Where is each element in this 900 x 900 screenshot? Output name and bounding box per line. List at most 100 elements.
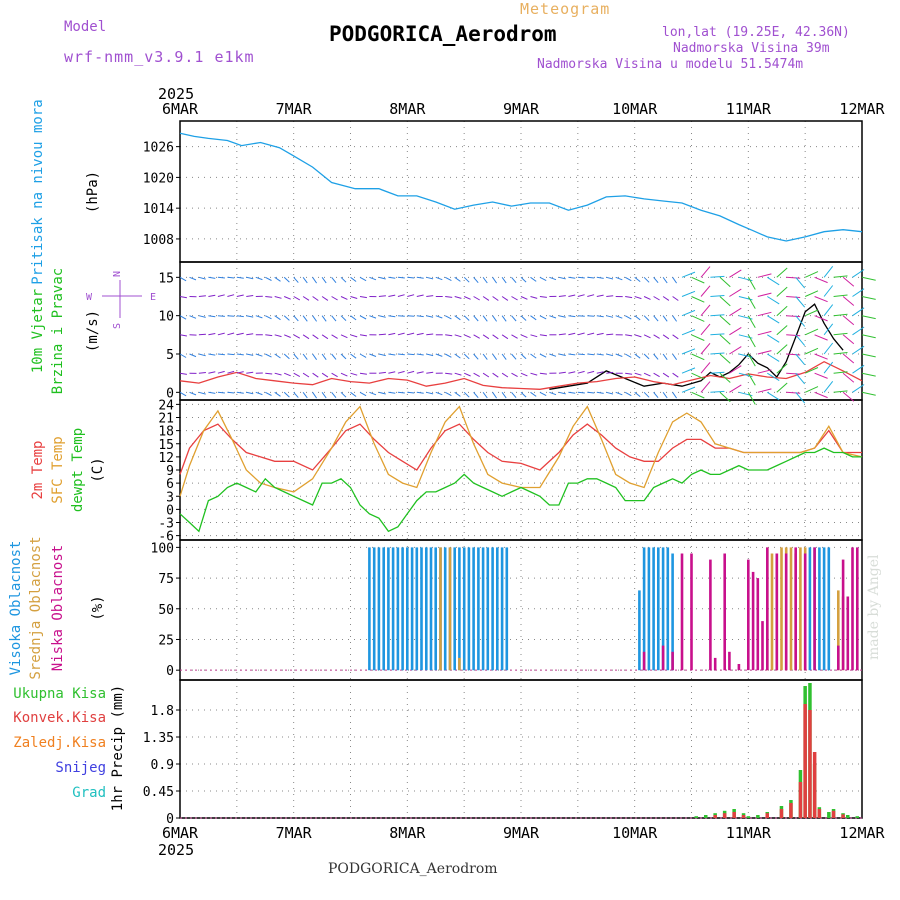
wind-arrow <box>340 353 347 360</box>
wind-arrow <box>482 334 490 340</box>
wind-arrow <box>729 365 742 374</box>
y-tick-label: 5 <box>166 348 174 363</box>
wind-arrow <box>426 353 434 357</box>
bar <box>803 704 807 818</box>
bottom-date-label: 8MAR <box>389 824 426 842</box>
wind-arrow <box>397 353 405 356</box>
wind-arrow <box>227 315 235 317</box>
compass-s: S <box>112 323 123 329</box>
wind-arrow <box>625 372 633 375</box>
wind-arrow <box>776 325 788 336</box>
wind-arrow <box>776 286 788 297</box>
wind-arrow <box>426 333 434 336</box>
wind-arrow <box>842 391 855 402</box>
wind-arrow <box>274 353 281 359</box>
wind-arrow <box>416 294 424 297</box>
wind-arrow <box>786 391 801 394</box>
wind-arrow <box>767 315 780 324</box>
wind-arrow <box>643 276 650 283</box>
wind-arrow <box>624 315 632 320</box>
wind-arrow <box>463 391 470 398</box>
wind-arrow <box>804 347 819 355</box>
bar <box>434 547 437 671</box>
bar <box>846 815 850 818</box>
wind-arrow <box>681 367 696 374</box>
wind-arrow <box>369 353 377 357</box>
wind-arrow <box>634 372 642 376</box>
wind-arrow <box>861 315 876 320</box>
wind-arrow <box>823 380 834 393</box>
model-altitude-label: Nadmorska Visina u modelu 51.5474m <box>537 57 804 72</box>
wind-arrow <box>255 353 263 357</box>
wind-arrow <box>359 391 367 397</box>
wind-arrow <box>321 334 329 340</box>
wind-arrow <box>511 276 517 284</box>
wind-arrow <box>445 334 453 337</box>
wind-arrow <box>691 391 705 399</box>
y-tick-label: 25 <box>158 633 174 648</box>
wind-arrow <box>530 391 537 397</box>
wind-arrow <box>530 334 538 338</box>
wind-arrow <box>643 353 650 360</box>
wind-arrow <box>255 315 263 319</box>
bar <box>817 809 822 818</box>
y-tick-label: 18 <box>158 425 174 440</box>
bar <box>382 547 385 671</box>
wind-arrow <box>786 315 801 318</box>
wind-arrow <box>482 392 488 399</box>
bottom-date-label: 10MAR <box>612 824 658 842</box>
model-value: wrf-nmm_v3.9.1 e1km <box>64 48 255 66</box>
wind-arrow <box>672 353 678 360</box>
bar <box>505 547 509 671</box>
wind-arrow <box>312 277 318 284</box>
wind-arrow <box>776 363 788 374</box>
wind-arrow <box>662 315 668 322</box>
wind-arrow <box>492 372 499 378</box>
wind-arrow <box>302 372 310 378</box>
wind-arrow <box>814 315 828 322</box>
wind-arrow <box>482 315 488 322</box>
wind-arrow <box>747 392 756 405</box>
wind-label: 10m Vjetar <box>30 289 46 373</box>
wind-arrow <box>236 332 244 336</box>
wind-arrow <box>729 326 742 336</box>
wind-arrow <box>729 269 742 278</box>
wind-arrow <box>558 371 566 374</box>
wind-arrow <box>653 276 659 284</box>
wind-arrow <box>416 332 424 336</box>
wind-arrow <box>842 334 855 345</box>
wind-arrow <box>767 296 780 305</box>
bar <box>779 809 784 818</box>
y-tick-label: -6 <box>158 530 174 545</box>
wind-arrow <box>407 391 415 394</box>
wind-arrow <box>833 313 848 317</box>
model-label: Model <box>64 19 107 35</box>
wind-arrow <box>539 334 547 337</box>
wind-arrow <box>662 372 670 378</box>
wind-arrow <box>587 315 595 317</box>
wind-arrow <box>511 296 518 301</box>
wind-arrow <box>804 290 819 297</box>
bar <box>368 547 371 671</box>
y-tick-label: 50 <box>158 603 174 618</box>
wind-arrow <box>558 295 566 297</box>
bottom-date-label: 9MAR <box>503 824 540 842</box>
bar <box>453 547 456 671</box>
bar <box>671 651 674 671</box>
wind-arrow <box>501 315 507 322</box>
wind-arrow <box>568 371 576 374</box>
wind-arrow <box>757 273 772 278</box>
wind-arrow <box>492 353 498 360</box>
panel-frame <box>179 261 863 401</box>
wind-arrow <box>283 315 290 321</box>
wind-arrow <box>700 323 711 336</box>
compass-w: W <box>86 292 93 303</box>
wind-arrow <box>217 276 225 279</box>
mid-cloud-label: Srednja Oblacnost <box>28 536 44 679</box>
wind-arrow <box>700 266 711 278</box>
wind-arrow <box>539 315 547 320</box>
series-line-speed <box>549 303 844 390</box>
bar <box>837 645 840 671</box>
wind-arrow <box>587 353 595 356</box>
wind-arrow <box>340 372 348 377</box>
